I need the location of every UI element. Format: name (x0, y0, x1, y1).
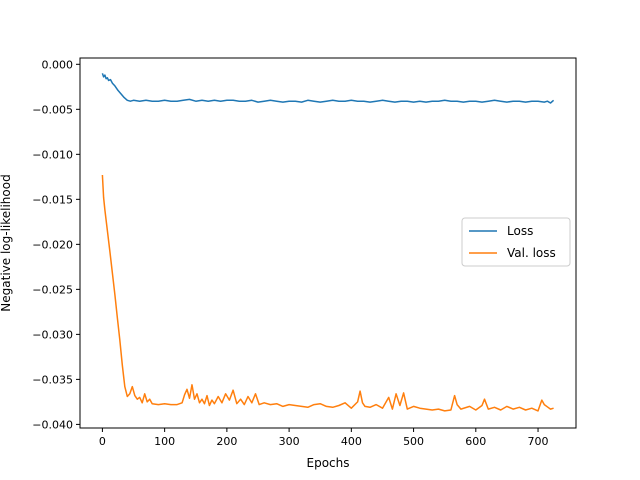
x-tick-label: 400 (341, 435, 362, 448)
y-axis-label: Negative log-likelihood (0, 174, 13, 311)
x-tick-label: 200 (216, 435, 237, 448)
legend-label: Val. loss (507, 246, 556, 260)
legend: Loss Val. loss (461, 217, 571, 267)
x-tick-label: 300 (279, 435, 300, 448)
axes-frame (79, 57, 577, 429)
x-tick-label: 500 (403, 435, 424, 448)
y-tick-label: −0.015 (32, 193, 73, 206)
x-tick-label: 0 (99, 435, 106, 448)
plot-area (79, 57, 577, 429)
legend-label: Loss (507, 224, 533, 238)
y-tick-label: −0.040 (32, 418, 73, 431)
series-line-2 (101, 174, 554, 412)
series-line-1 (101, 73, 555, 104)
legend-box (461, 217, 571, 267)
y-tick-label: −0.010 (32, 148, 73, 161)
x-axis-label: Epochs (307, 456, 350, 470)
y-tick-label: −0.025 (32, 283, 73, 296)
x-axis-ticks: 0 100 200 300 400 500 600 700 (99, 428, 549, 448)
x-tick-label: 100 (154, 435, 175, 448)
y-tick-label: 0.000 (42, 58, 74, 71)
y-tick-label: −0.030 (32, 328, 73, 341)
y-tick-label: −0.035 (32, 373, 73, 386)
y-axis-ticks: 0.000 −0.005 −0.010 −0.015 −0.020 −0.025 −0.03… (32, 58, 80, 431)
series-layer (101, 73, 555, 412)
x-tick-label: 700 (528, 435, 549, 448)
y-tick-label: −0.005 (32, 103, 73, 116)
x-tick-label: 600 (465, 435, 486, 448)
y-tick-label: −0.020 (32, 238, 73, 251)
